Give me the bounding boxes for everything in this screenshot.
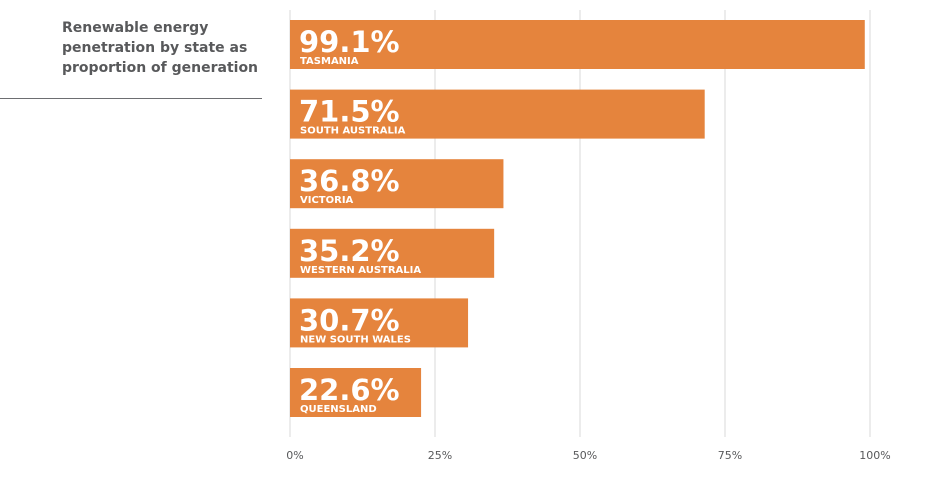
bar-value-label: 99.1% [299,25,400,59]
bar-category-label: TASMANIA [300,56,359,67]
bar-victoria [290,159,504,209]
bar-value-label: 30.7% [299,303,400,337]
x-tick-label: 75% [718,449,742,462]
x-axis-ticks: 0% 25% 50% 75% 100% [286,449,890,462]
x-tick-label: 100% [859,449,890,462]
bar-value-label: 35.2% [299,234,400,268]
bar-value-label: 36.8% [299,164,400,198]
bar-category-label: QUEENSLAND [300,404,377,415]
chart-title-line-3: proportion of generation [62,60,259,76]
bar-value-label: 22.6% [299,373,400,407]
bar-western-australia [290,228,495,278]
bar-category-label: VICTORIA [300,195,354,206]
bar-category-label: SOUTH AUSTRALIA [300,126,406,137]
bar-new-south-wales [290,298,469,348]
chart-title-line-1: Renewable energy [62,20,209,36]
bars: 99.1%TASMANIA 71.5%SOUTH AUSTRALIA 36.8%VI… [290,20,865,417]
x-tick-label: 0% [286,449,303,462]
bar-value-label: 71.5% [299,95,400,129]
gridlines [289,10,871,437]
bar-category-label: NEW SOUTH WALES [300,334,411,345]
bar-tasmania [290,20,865,69]
bar-queensland [290,368,422,417]
x-tick-label: 25% [428,449,452,462]
bar-south-australia [290,89,705,139]
x-tick-label: 50% [573,449,597,462]
bar-category-label: WESTERN AUSTRALIA [300,265,421,276]
chart-title-line-2: penetration by state as [62,40,248,56]
chart-title: Renewable energy penetration by state as… [62,18,272,78]
title-divider [0,98,262,99]
